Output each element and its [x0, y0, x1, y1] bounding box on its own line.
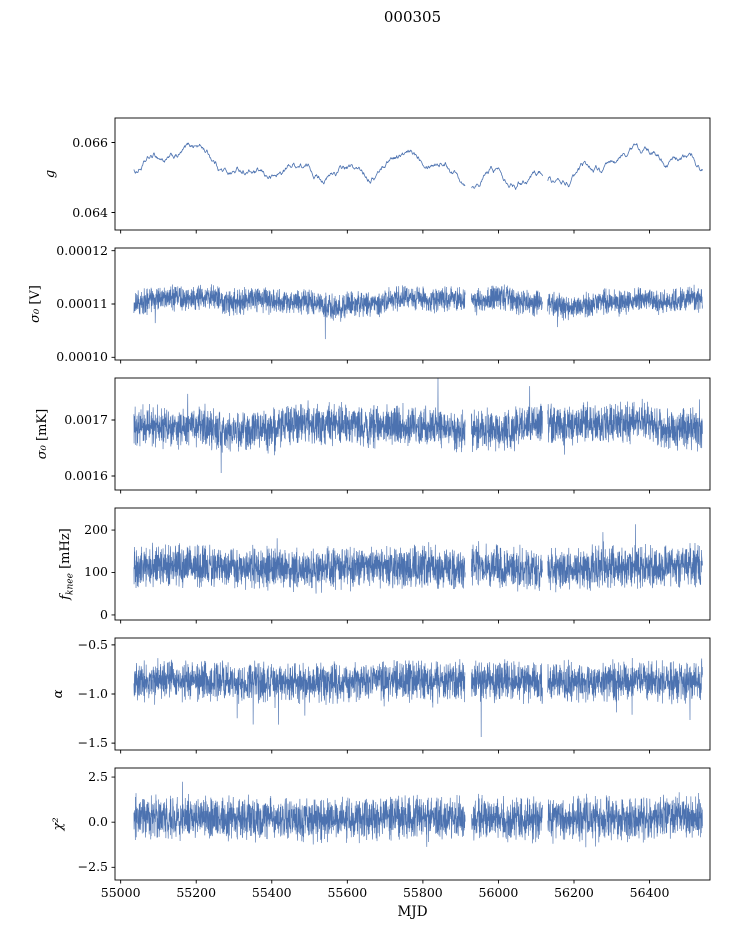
subplot--mk-: σ₀ [mK] 0.0016 0.0017: [0, 370, 739, 498]
y-tick-label: 0.00011: [56, 296, 108, 311]
y-tick-label: 0.00010: [56, 349, 108, 365]
x-tick-label: 56400: [629, 885, 670, 900]
plot-area: [107, 110, 718, 238]
plot-area: [107, 760, 718, 888]
plot-area: [107, 370, 718, 498]
x-tick-label: 55600: [327, 885, 368, 900]
x-tick-label: 56200: [554, 885, 594, 900]
y-tick-label: 0.0017: [64, 412, 108, 427]
y-tick-label: 0.064: [72, 204, 108, 220]
x-tick-label: 55400: [251, 885, 292, 900]
x-tick-label: 55800: [402, 885, 443, 900]
y-tick-label: −1.5: [77, 735, 108, 751]
y-tick-label: 0.0016: [64, 468, 108, 483]
y-tick-label: 200: [84, 522, 108, 538]
subplot--: χ² −2.5 0.0 2.5 55000 55200 55400 55600 55800 560…: [0, 760, 739, 900]
y-tick-label: 0.066: [72, 134, 108, 150]
panels-container: g 0.064 0.066 σ₀ [V] 0.00010 0.00011 0.00012 σ₀…: [0, 110, 739, 900]
y-tick-label: 100: [84, 564, 108, 580]
plot-area: [107, 630, 718, 758]
subplot-g: g 0.064 0.066: [0, 110, 739, 238]
y-tick-label: 0: [100, 606, 108, 622]
x-tick-label: 55200: [176, 885, 217, 900]
plot-area: [107, 500, 718, 628]
x-axis-label: MJD: [397, 904, 428, 920]
subplot--v-: σ₀ [V] 0.00010 0.00011 0.00012: [0, 240, 739, 368]
plot-area: [107, 240, 718, 368]
y-tick-label: 0.00012: [56, 242, 108, 258]
subplot-f-knee-mhz-: fknee [mHz] 0 100 200: [0, 500, 739, 628]
x-tick-label: 55000: [100, 885, 141, 900]
y-tick-label: −2.5: [77, 859, 108, 875]
x-tick-label: 56000: [478, 885, 519, 900]
subplot--: α −1.5 −1.0 −0.5: [0, 630, 739, 758]
y-tick-label: −0.5: [77, 636, 108, 652]
y-tick-label: 2.5: [88, 769, 108, 785]
y-tick-label: 0.0: [88, 814, 108, 830]
chart-title: 000305: [383, 8, 442, 26]
y-tick-label: −1.0: [77, 686, 108, 701]
